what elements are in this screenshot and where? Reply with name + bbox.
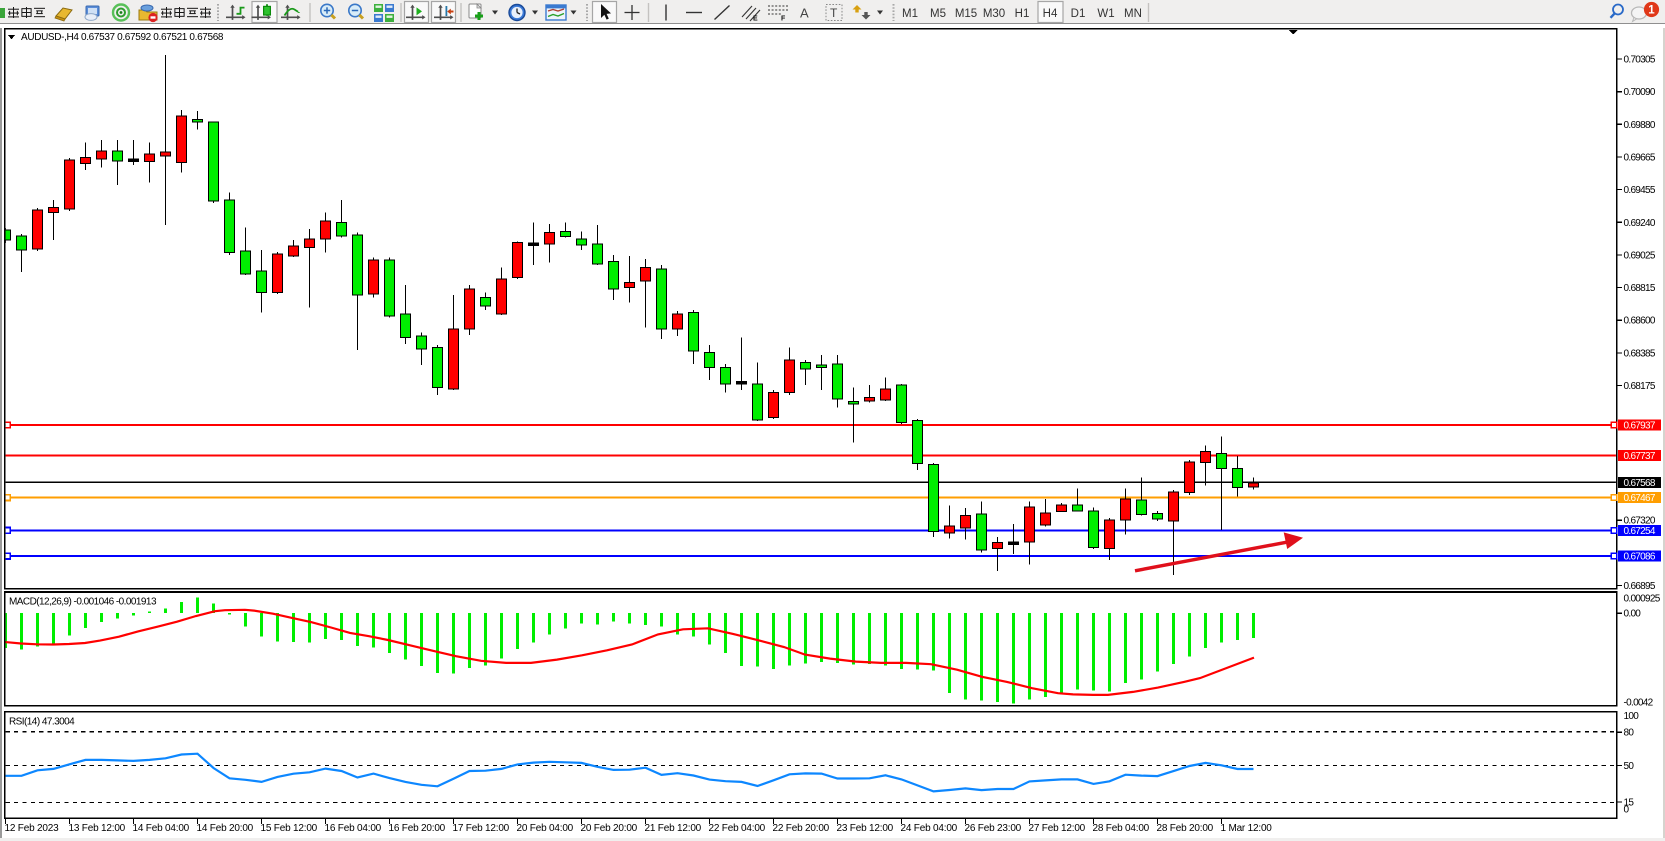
svg-text:0.68815: 0.68815 <box>1624 283 1656 294</box>
svg-text:22 Feb 20:00: 22 Feb 20:00 <box>773 823 830 834</box>
svg-text:21 Feb 12:00: 21 Feb 12:00 <box>645 823 702 834</box>
svg-text:0.67568: 0.67568 <box>1624 478 1656 489</box>
svg-text:MACD(12,26,9) -0.001046 -0.001: MACD(12,26,9) -0.001046 -0.001913 <box>9 597 157 608</box>
svg-text:MN: MN <box>1124 8 1142 20</box>
svg-text:28 Feb 04:00: 28 Feb 04:00 <box>1093 823 1150 834</box>
svg-text:-0.0042: -0.0042 <box>1624 698 1654 709</box>
svg-text:AUDUSD-,H4 0.67537 0.67592 0.: AUDUSD-,H4 0.67537 0.67592 0.67521 0.675… <box>21 32 224 43</box>
svg-text:0.69240: 0.69240 <box>1624 218 1656 229</box>
svg-text:F: F <box>781 16 786 23</box>
svg-text:26 Feb 23:00: 26 Feb 23:00 <box>965 823 1022 834</box>
svg-text:22 Feb 04:00: 22 Feb 04:00 <box>709 823 766 834</box>
svg-text:0.68385: 0.68385 <box>1624 348 1656 359</box>
svg-text:0.67737: 0.67737 <box>1624 451 1656 462</box>
svg-text:24 Feb 04:00: 24 Feb 04:00 <box>901 823 958 834</box>
svg-text:D1: D1 <box>1071 8 1086 20</box>
svg-text:0.70305: 0.70305 <box>1624 55 1656 66</box>
svg-text:H1: H1 <box>1015 8 1030 20</box>
svg-text:0.68175: 0.68175 <box>1624 381 1656 392</box>
svg-text:T: T <box>830 6 838 20</box>
svg-text:0.00: 0.00 <box>1624 609 1642 620</box>
svg-text:1: 1 <box>1648 5 1655 17</box>
svg-text:0.69455: 0.69455 <box>1624 185 1656 196</box>
svg-text:M5: M5 <box>930 8 946 20</box>
svg-text:16 Feb 20:00: 16 Feb 20:00 <box>389 823 446 834</box>
svg-text:15 Feb 12:00: 15 Feb 12:00 <box>261 823 318 834</box>
svg-text:14 Feb 04:00: 14 Feb 04:00 <box>133 823 190 834</box>
svg-text:15: 15 <box>1624 798 1635 809</box>
svg-text:17 Feb 12:00: 17 Feb 12:00 <box>453 823 510 834</box>
svg-text:0.69025: 0.69025 <box>1624 250 1656 261</box>
svg-text:0.67086: 0.67086 <box>1624 552 1656 563</box>
svg-text:0.000925: 0.000925 <box>1624 594 1661 605</box>
svg-text:28 Feb 20:00: 28 Feb 20:00 <box>1157 823 1214 834</box>
svg-text:1 Mar 12:00: 1 Mar 12:00 <box>1221 823 1273 834</box>
svg-text:M1: M1 <box>902 8 918 20</box>
svg-text:M30: M30 <box>983 8 1005 20</box>
svg-text:13 Feb 12:00: 13 Feb 12:00 <box>69 823 126 834</box>
svg-text:W1: W1 <box>1097 8 1114 20</box>
svg-text:80: 80 <box>1624 728 1635 739</box>
svg-text:0.69880: 0.69880 <box>1624 120 1656 131</box>
svg-text:20 Feb 04:00: 20 Feb 04:00 <box>517 823 574 834</box>
svg-text:M15: M15 <box>955 8 977 20</box>
svg-text:0.67937: 0.67937 <box>1624 421 1656 432</box>
svg-text:0.66895: 0.66895 <box>1624 581 1656 592</box>
svg-text:A: A <box>800 6 809 21</box>
svg-text:0.67467: 0.67467 <box>1624 493 1656 504</box>
svg-text:14 Feb 20:00: 14 Feb 20:00 <box>197 823 254 834</box>
svg-text:H4: H4 <box>1043 8 1058 20</box>
svg-text:100: 100 <box>1624 711 1640 722</box>
svg-text:12 Feb 2023: 12 Feb 2023 <box>5 823 60 834</box>
svg-text:16 Feb 04:00: 16 Feb 04:00 <box>325 823 382 834</box>
svg-text:RSI(14) 47.3004: RSI(14) 47.3004 <box>9 717 75 728</box>
svg-text:27 Feb 12:00: 27 Feb 12:00 <box>1029 823 1086 834</box>
svg-text:0.69665: 0.69665 <box>1624 153 1656 164</box>
svg-text:E: E <box>753 16 758 23</box>
svg-text:0: 0 <box>1624 804 1630 815</box>
svg-text:0.67254: 0.67254 <box>1624 526 1656 537</box>
svg-text:20 Feb 20:00: 20 Feb 20:00 <box>581 823 638 834</box>
svg-text:23 Feb 12:00: 23 Feb 12:00 <box>837 823 894 834</box>
svg-text:0.67320: 0.67320 <box>1624 516 1656 527</box>
svg-text:50: 50 <box>1624 761 1635 772</box>
svg-text:0.68600: 0.68600 <box>1624 316 1656 327</box>
svg-text:0.70090: 0.70090 <box>1624 87 1656 98</box>
